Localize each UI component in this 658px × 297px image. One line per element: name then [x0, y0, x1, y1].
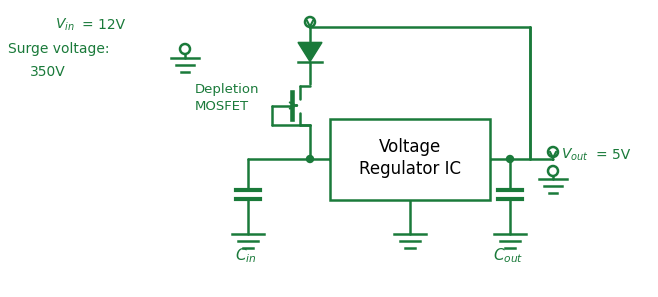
Text: $\mathregular{V_{in}}$: $\mathregular{V_{in}}$	[55, 17, 75, 33]
Polygon shape	[298, 42, 322, 61]
Text: Voltage: Voltage	[379, 138, 441, 157]
Bar	[330, 119, 490, 200]
Text: MOSFET: MOSFET	[195, 100, 249, 113]
Text: 350V: 350V	[30, 65, 66, 79]
Circle shape	[507, 156, 513, 162]
Text: = 5V: = 5V	[596, 148, 630, 162]
Text: $C_{in}$: $C_{in}$	[235, 247, 257, 265]
Text: Regulator IC: Regulator IC	[359, 160, 461, 178]
Circle shape	[307, 156, 313, 162]
Text: $\mathregular{V_{out}}$: $\mathregular{V_{out}}$	[561, 147, 589, 163]
Text: = 12V: = 12V	[82, 18, 125, 32]
Text: $C_{out}$: $C_{out}$	[493, 247, 523, 265]
Text: Depletion: Depletion	[195, 83, 259, 96]
Text: Surge voltage:: Surge voltage:	[8, 42, 109, 56]
